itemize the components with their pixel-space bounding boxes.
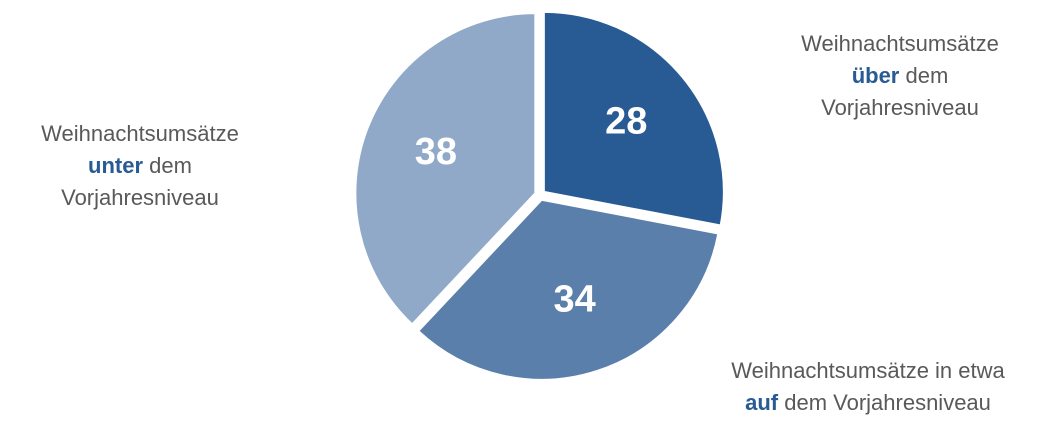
category-label: Weihnachtsumsätze: [41, 121, 239, 146]
pie-slice: [354, 12, 537, 326]
value-label: 34: [553, 279, 595, 321]
category-label: über dem: [852, 63, 949, 88]
category-label-part: Vorjahresniveau: [821, 95, 979, 120]
category-label: auf dem Vorjahresniveau: [745, 390, 991, 415]
category-label: Vorjahresniveau: [61, 185, 219, 210]
category-label: Weihnachtsumsätze: [801, 31, 999, 56]
category-label-part: Weihnachtsumsätze: [41, 121, 239, 146]
category-label-part: auf: [745, 390, 779, 415]
category-label-part: Weihnachtsumsätze in etwa: [731, 358, 1005, 383]
category-label: Vorjahresniveau: [821, 95, 979, 120]
pie-slice: [416, 198, 720, 381]
category-label-part: dem: [906, 63, 949, 88]
category-label-part: Weihnachtsumsätze: [801, 31, 999, 56]
category-label: Weihnachtsumsätze in etwa: [731, 358, 1005, 383]
pie-slice: [542, 10, 725, 227]
category-label: unter dem: [88, 153, 192, 178]
value-label: 38: [415, 131, 457, 173]
category-label-part: über: [852, 63, 900, 88]
value-label: 28: [605, 101, 647, 143]
category-label-part: unter: [88, 153, 143, 178]
category-label-part: dem Vorjahresniveau: [784, 390, 991, 415]
category-label-part: dem: [149, 153, 192, 178]
category-label-part: Vorjahresniveau: [61, 185, 219, 210]
